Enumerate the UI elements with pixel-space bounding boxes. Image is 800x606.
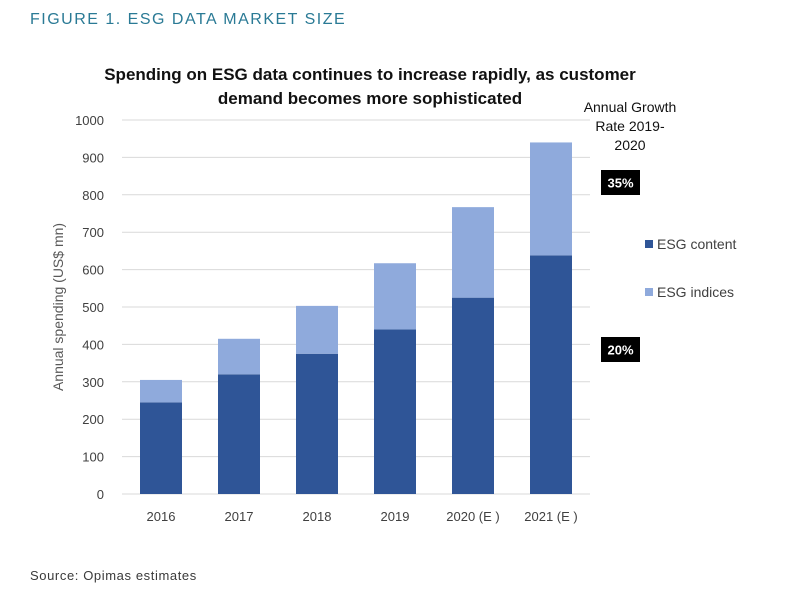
bar-esg-content-4 (452, 297, 494, 494)
legend-swatch-esg-indices (645, 288, 653, 296)
growth-rate-header: Annual Growth Rate 2019- 2020 (584, 99, 677, 153)
y-tick-label: 700 (82, 225, 104, 240)
bar-esg-indices-2 (296, 305, 338, 354)
growth-badge-indices-box (601, 170, 640, 195)
y-tick-label: 300 (82, 375, 104, 390)
bar-esg-indices-1 (218, 338, 260, 375)
y-axis-label: Annual spending (US$ mn) (50, 223, 66, 391)
legend-label-esg-indices: ESG indices (657, 284, 734, 300)
chart-title-line-2: demand becomes more sophisticated (218, 89, 522, 108)
bars (140, 142, 572, 494)
y-tick-label: 0 (97, 487, 104, 502)
bar-esg-content-5 (530, 255, 572, 494)
legend: ESG content ESG indices (645, 236, 736, 300)
gridlines (122, 119, 590, 495)
x-tick-label: 2020 (E ) (446, 509, 499, 524)
growth-badge-indices: 35% (601, 170, 640, 195)
y-tick-label: 200 (82, 412, 104, 427)
growth-badge-content-box (601, 337, 640, 362)
x-tick-label: 2016 (147, 509, 176, 524)
growth-header-line-2: Rate 2019- (595, 118, 665, 134)
bar-esg-content-1 (218, 374, 260, 494)
x-tick-label: 2019 (381, 509, 410, 524)
y-axis-ticks: 0 100 200 300 400 500 600 700 800 900 1000 (75, 113, 104, 502)
y-tick-label: 500 (82, 300, 104, 315)
y-tick-label: 800 (82, 188, 104, 203)
legend-swatch-esg-content (645, 240, 653, 248)
growth-badge-content-label: 20% (607, 343, 633, 358)
y-tick-label: 600 (82, 263, 104, 278)
x-tick-label: 2021 (E ) (524, 509, 577, 524)
y-tick-label: 900 (82, 150, 104, 165)
figure-label: FIGURE 1. ESG DATA MARKET SIZE (30, 11, 347, 28)
growth-badge-indices-label: 35% (607, 176, 633, 191)
y-tick-label: 400 (82, 337, 104, 352)
bar-esg-indices-0 (140, 379, 182, 403)
source-note: Source: Opimas estimates (30, 568, 197, 583)
bar-esg-indices-3 (374, 263, 416, 330)
growth-header-line-3: 2020 (614, 137, 645, 153)
bar-esg-indices-5 (530, 142, 572, 256)
bar-esg-content-3 (374, 329, 416, 494)
bar-esg-content-0 (140, 402, 182, 494)
y-tick-label: 100 (82, 450, 104, 465)
growth-badge-content: 20% (601, 337, 640, 362)
bar-esg-content-2 (296, 353, 338, 494)
x-tick-label: 2018 (303, 509, 332, 524)
growth-header-line-1: Annual Growth (584, 99, 677, 115)
legend-label-esg-content: ESG content (657, 236, 736, 252)
y-tick-label: 1000 (75, 113, 104, 128)
x-tick-label: 2017 (225, 509, 254, 524)
x-axis-ticks: 2016 2017 2018 2019 2020 (E ) 2021 (E ) (147, 509, 578, 524)
chart-title-line-1: Spending on ESG data continues to increa… (104, 65, 636, 84)
bar-esg-indices-4 (452, 207, 494, 298)
